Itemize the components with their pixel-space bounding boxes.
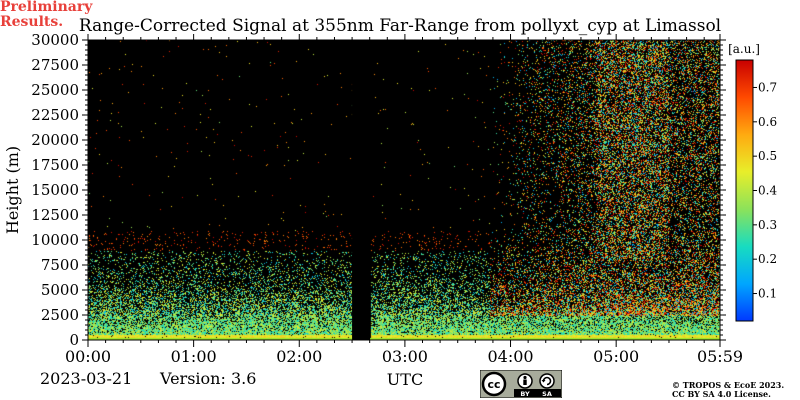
x-tick-label: 01:00 — [171, 347, 217, 366]
colorbar-tick-label: 0.1 — [758, 287, 777, 301]
cc-license-badge: cc BY SA — [480, 370, 562, 398]
colorbar-tick-label: 0.3 — [758, 218, 777, 232]
y-tick-label: 20000 — [31, 131, 79, 149]
preliminary-results-note: Preliminary Results. — [0, 0, 800, 30]
cc-icon-text: cc — [487, 378, 500, 391]
y-tick-label: 10000 — [31, 231, 79, 249]
signal-heatmap — [88, 40, 720, 340]
y-tick-label: 12500 — [31, 206, 79, 224]
x-tick-label: 02:00 — [276, 347, 322, 366]
colorbar-label: [a.u.] — [728, 42, 760, 56]
x-tick-label: 05:00 — [593, 347, 639, 366]
copyright-line: © TROPOS & EcoE 2023. — [672, 380, 785, 390]
y-tick-label: 15000 — [31, 181, 79, 199]
y-axis-label: Height (m) — [3, 146, 22, 234]
y-tick-label: 25000 — [31, 81, 79, 99]
colorbar-tick-label: 0.5 — [758, 149, 777, 163]
by-label: BY — [520, 390, 530, 398]
license-line: CC BY SA 4.0 License. — [672, 389, 771, 399]
y-tick-label: 2500 — [41, 306, 79, 324]
colorbar-tick-label: 0.7 — [758, 80, 777, 94]
colorbar — [735, 59, 754, 322]
share-alike-icon — [539, 373, 555, 389]
colorbar-ticks: 0.1 0.2 0.3 0.4 0.5 0.6 0.7 — [753, 80, 777, 301]
data-gap — [352, 40, 371, 340]
chart-title: Range-Corrected Signal at 355nm Far-Rang… — [78, 16, 722, 36]
x-tick-label: 04:00 — [487, 347, 533, 366]
y-tick-label: 7500 — [41, 256, 79, 274]
x-tick-label: 05:59 — [697, 347, 743, 366]
x-tick-label: 03:00 — [382, 347, 428, 366]
preliminary-line: Preliminary — [0, 0, 93, 15]
copyright-note: © TROPOS & EcoE 2023. CC BY SA 4.0 Licen… — [672, 381, 784, 399]
x-axis-label: UTC — [387, 370, 423, 389]
colorbar-tick-label: 0.4 — [758, 184, 777, 198]
sa-label: SA — [542, 390, 552, 398]
y-tick-label: 22500 — [31, 106, 79, 124]
y-tick-label: 30000 — [31, 31, 79, 49]
y-tick-label: 5000 — [41, 281, 79, 299]
y-axis: 0 2500 5000 7500 10000 12500 15000 17500 20000 22… — [31, 31, 726, 349]
x-axis: 00:00 01:00 02:00 03:00 04:00 05:00 05:59 — [65, 34, 743, 366]
y-tick-label: 17500 — [31, 156, 79, 174]
date-label: 2023-03-21 — [40, 369, 133, 388]
colorbar-tick-label: 0.6 — [758, 115, 777, 129]
data-gap-band — [352, 40, 371, 340]
version-label: Version: 3.6 — [160, 369, 257, 388]
x-tick-label: 00:00 — [65, 347, 111, 366]
colorbar-tick-label: 0.2 — [758, 252, 777, 266]
y-tick-label: 27500 — [31, 56, 79, 74]
results-line: Results. — [0, 14, 64, 30]
y-tick-label: 0 — [69, 331, 79, 349]
cc-icon — [481, 371, 507, 397]
